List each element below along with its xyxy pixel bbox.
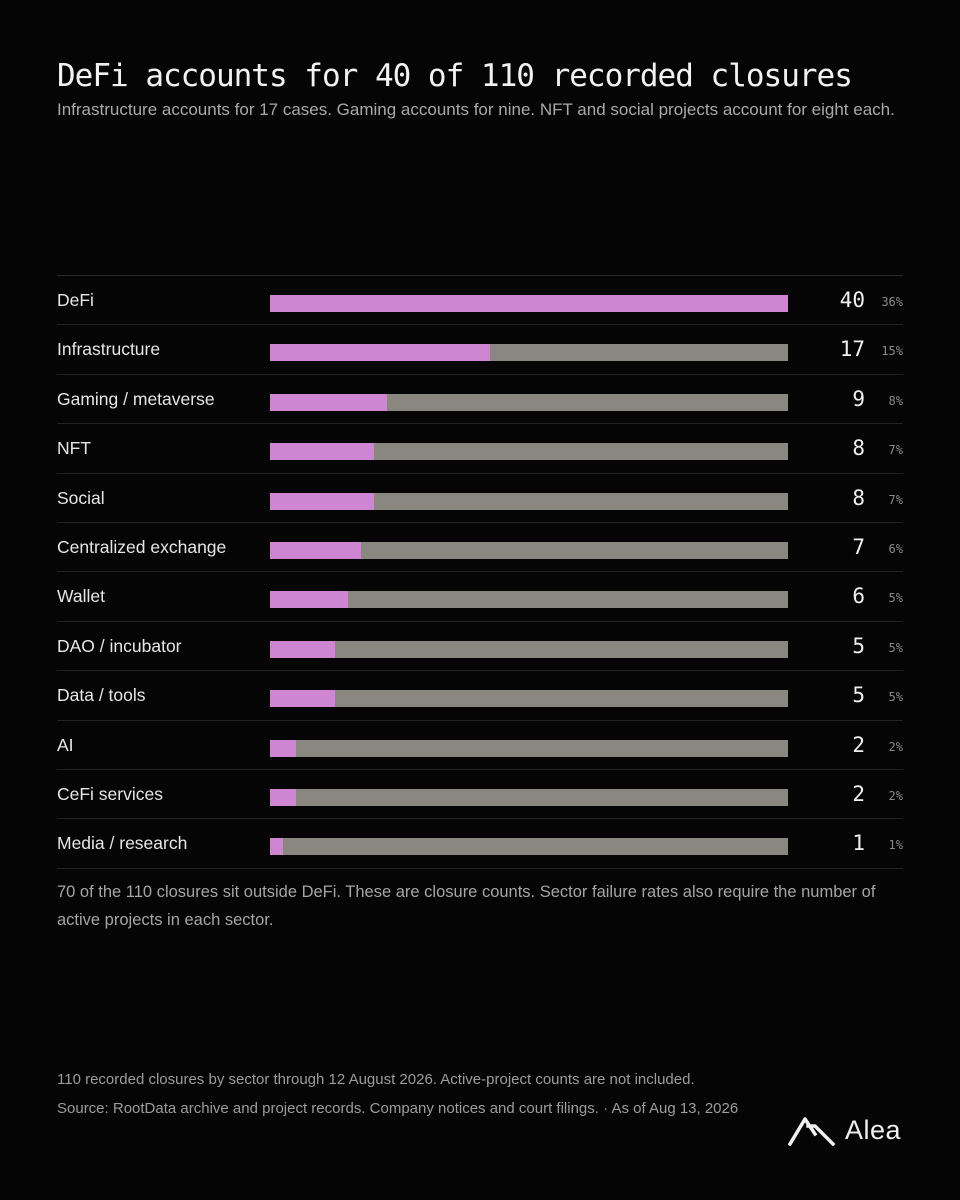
bar-track (270, 541, 788, 559)
chart-note: 70 of the 110 closures sit outside DeFi.… (57, 883, 876, 929)
category-label: CeFi services (57, 783, 163, 804)
percent-value: 36% (881, 295, 903, 309)
percent-value: 1% (888, 838, 903, 853)
bar-row: Infrastructure 17 15% (57, 325, 903, 375)
bar-fill (270, 443, 374, 461)
count-value: 2 (852, 732, 865, 757)
category-label: AI (57, 734, 74, 755)
percent-value: 5% (888, 640, 903, 655)
category-label: Gaming / metaverse (57, 388, 215, 409)
category-label: Wallet (57, 586, 105, 607)
bar-fill (270, 838, 283, 856)
count-value: 6 (852, 584, 865, 609)
percent-value: 5% (888, 690, 903, 705)
bar-row: CeFi services 2 2% (57, 770, 903, 820)
bar-track (270, 295, 788, 312)
count-value: 2 (852, 781, 865, 806)
bar-track (270, 591, 788, 609)
bar-track (270, 690, 788, 708)
percent-value: 5% (888, 591, 903, 606)
footer-description: 110 recorded closures by sector through … (57, 1071, 695, 1088)
count-value: 9 (852, 386, 865, 411)
count-value: 5 (852, 633, 865, 658)
percent-value: 15% (881, 344, 903, 359)
bar-fill (270, 295, 788, 312)
bar-row: Social 8 7% (57, 474, 903, 523)
bar-track (270, 788, 788, 806)
bar-fill (270, 690, 335, 708)
bar-fill (270, 739, 296, 757)
chart-title: DeFi accounts for 40 of 110 recorded clo… (57, 58, 853, 94)
bar-track (270, 344, 788, 362)
percent-value: 7% (888, 492, 903, 507)
bar-row: NFT 8 7% (57, 424, 903, 474)
bar-row: DAO / incubator 5 5% (57, 622, 903, 672)
bar-fill (270, 640, 335, 658)
bar-fill (270, 591, 348, 609)
bar-track (270, 393, 788, 411)
bar-track (270, 443, 788, 461)
category-label: DAO / incubator (57, 635, 182, 656)
bar-track (270, 640, 788, 658)
percent-value: 6% (888, 541, 903, 556)
category-label: DeFi (57, 290, 94, 310)
count-value: 5 (852, 683, 865, 708)
count-value: 1 (852, 831, 865, 856)
chart-subtitle: Infrastructure accounts for 17 cases. Ga… (57, 100, 895, 119)
footer-source: Source: RootData archive and project rec… (57, 1100, 739, 1117)
percent-value: 7% (888, 443, 903, 458)
bar-fill (270, 788, 296, 806)
brand-name: Alea (845, 1114, 902, 1145)
bar-track (270, 838, 788, 856)
category-label: Infrastructure (57, 339, 161, 360)
percent-value: 2% (888, 739, 903, 754)
category-label: NFT (57, 438, 92, 459)
alea-logo-icon (788, 1117, 836, 1146)
percent-value: 8% (888, 393, 903, 408)
bar-row: Data / tools 5 5% (57, 671, 903, 721)
bar-row: DeFi 40 36% (57, 276, 903, 326)
count-value: 7 (852, 534, 865, 559)
bar-row: AI 2 2% (57, 721, 903, 770)
bar-track (270, 739, 788, 757)
category-label: Data / tools (57, 685, 146, 706)
bar-fill (270, 492, 374, 510)
category-label: Media / research (57, 833, 188, 854)
brand-logo: Alea (788, 1110, 901, 1150)
category-label: Social (57, 487, 105, 508)
bar-fill (270, 393, 387, 411)
bar-row: Gaming / metaverse 9 8% (57, 375, 903, 425)
bar-row: Centralized exchange 7 6% (57, 523, 903, 573)
bar-fill (270, 344, 491, 362)
category-label: Centralized exchange (57, 536, 227, 557)
count-value: 40 (839, 288, 865, 312)
bar-track (270, 492, 788, 510)
bar-chart: DeFi 40 36% Infrastructure 17 15% Gaming / met… (57, 275, 903, 869)
count-value: 17 (839, 337, 865, 362)
count-value: 8 (852, 485, 865, 510)
bar-row: Media / research 1 1% (57, 819, 903, 869)
bar-fill (270, 541, 361, 559)
bar-row: Wallet 6 5% (57, 572, 903, 622)
count-value: 8 (852, 436, 865, 461)
percent-value: 2% (888, 788, 903, 803)
